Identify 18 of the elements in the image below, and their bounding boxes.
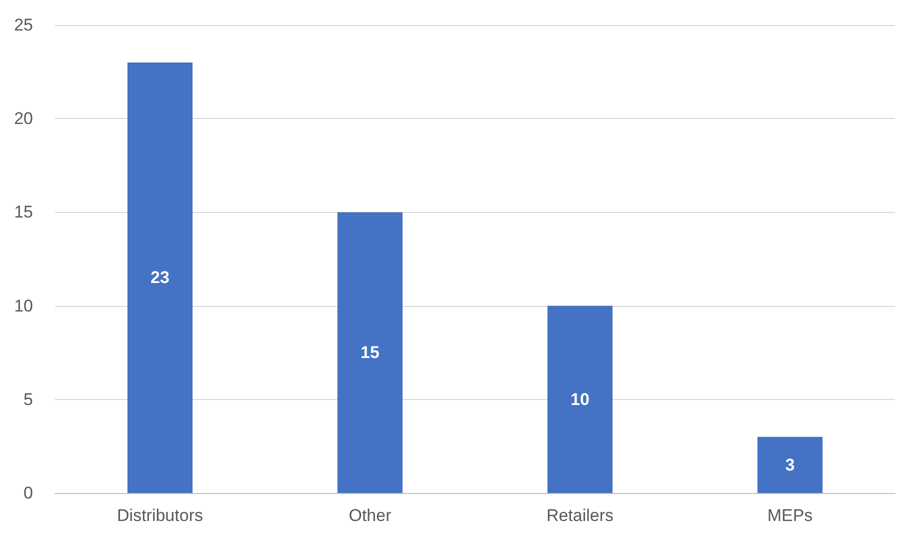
y-tick-label: 10 (14, 296, 33, 316)
x-tick-label: Retailers (546, 506, 614, 525)
data-label: 10 (570, 390, 590, 409)
bar (757, 436, 823, 493)
x-tick-label: Distributors (117, 506, 203, 525)
bar (127, 62, 193, 493)
x-tick-label: Other (348, 506, 392, 525)
data-label: 3 (785, 455, 795, 474)
y-tick-label: 25 (14, 16, 33, 34)
y-tick-label: 0 (24, 484, 33, 502)
bar (547, 306, 613, 493)
y-tick-label: 15 (14, 202, 33, 222)
data-label: 23 (150, 268, 170, 288)
x-tick-label: MEPs (767, 506, 813, 525)
data-label: 15 (360, 343, 380, 362)
y-tick-label: 20 (14, 109, 33, 128)
y-tick-label: 5 (24, 390, 33, 409)
bar (337, 212, 403, 493)
